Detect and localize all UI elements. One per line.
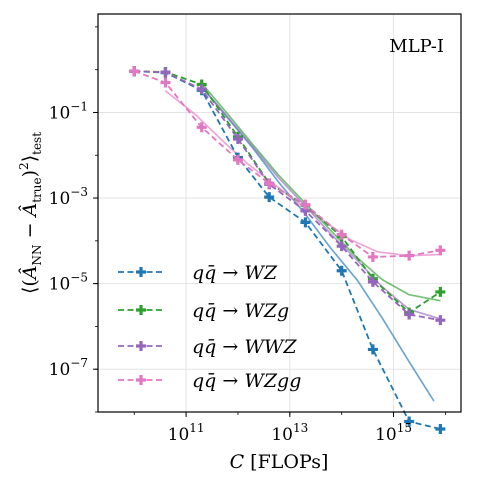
legend-item-3: qq̄ → WWZ xyxy=(118,336,297,358)
data-point xyxy=(404,309,415,320)
data-point xyxy=(435,286,446,297)
data-point xyxy=(367,344,378,355)
data-point xyxy=(367,276,378,287)
y-ticks: 10−7 10−5 10−3 10−1 xyxy=(49,26,98,413)
legend-marker xyxy=(136,267,146,277)
data-point xyxy=(435,245,446,256)
y-axis-label: ⟨(ÂNN − Âtrue)2⟩test xyxy=(17,132,44,294)
fit-curve-3 xyxy=(201,86,441,320)
legend-marker xyxy=(136,375,146,385)
legend-item-2: qq̄ → WZg xyxy=(118,300,289,322)
x-axis-label: C [FLOPs] xyxy=(230,451,329,473)
data-point xyxy=(264,192,275,203)
series-3 xyxy=(129,66,446,326)
data-point xyxy=(336,265,347,276)
data-point xyxy=(336,241,347,252)
data-point xyxy=(196,84,207,95)
svg-text:⟨(ÂNN − Âtrue)2⟩test: ⟨(ÂNN − Âtrue)2⟩test xyxy=(17,132,44,294)
legend-marker xyxy=(136,305,146,315)
data-point xyxy=(232,154,243,165)
y-tick-label: 10−7 xyxy=(49,356,88,380)
grid xyxy=(98,14,461,412)
y-tick-label: 10−1 xyxy=(49,99,88,123)
x-ticks: 1011 1013 1015 xyxy=(133,412,446,445)
fit-curve-4 xyxy=(164,90,441,257)
y-tick-label: 10−3 xyxy=(49,185,88,209)
data-series xyxy=(129,66,446,435)
legend-item-1: qq̄ → WZ xyxy=(118,262,278,284)
data-point xyxy=(300,199,311,210)
x-tick-label: 1013 xyxy=(271,421,308,445)
legend-label: qq̄ → WZg xyxy=(192,300,289,322)
legend: qq̄ → WZ qq̄ → WZg qq̄ → WWZ qq̄ → WZgg xyxy=(118,262,301,392)
data-point xyxy=(160,77,171,88)
legend-label: qq̄ → WZ xyxy=(192,262,278,284)
y-tick-label: 10−5 xyxy=(49,271,88,295)
plot-frame xyxy=(97,13,462,413)
legend-item-4: qq̄ → WZgg xyxy=(118,370,301,392)
data-point xyxy=(404,250,415,261)
data-point xyxy=(336,229,347,240)
x-tick-label: 1015 xyxy=(375,421,412,445)
series-line-3 xyxy=(134,70,441,322)
legend-marker xyxy=(136,341,146,351)
data-point xyxy=(367,251,378,262)
data-point xyxy=(404,416,415,427)
data-point xyxy=(264,178,275,189)
series-4 xyxy=(129,66,446,262)
legend-label: qq̄ → WZgg xyxy=(192,370,301,392)
x-tick-label: 1011 xyxy=(168,421,205,445)
data-point xyxy=(435,315,446,326)
data-point xyxy=(129,66,140,77)
svg-text:C [FLOPs]: C [FLOPs] xyxy=(230,451,329,473)
legend-label: qq̄ → WWZ xyxy=(192,336,297,358)
data-point xyxy=(160,67,171,78)
data-point xyxy=(435,424,446,435)
series-line-4 xyxy=(133,70,441,258)
data-point xyxy=(196,122,207,133)
panel-title: MLP-I xyxy=(389,36,444,57)
data-point xyxy=(232,133,243,144)
data-point xyxy=(300,217,311,228)
